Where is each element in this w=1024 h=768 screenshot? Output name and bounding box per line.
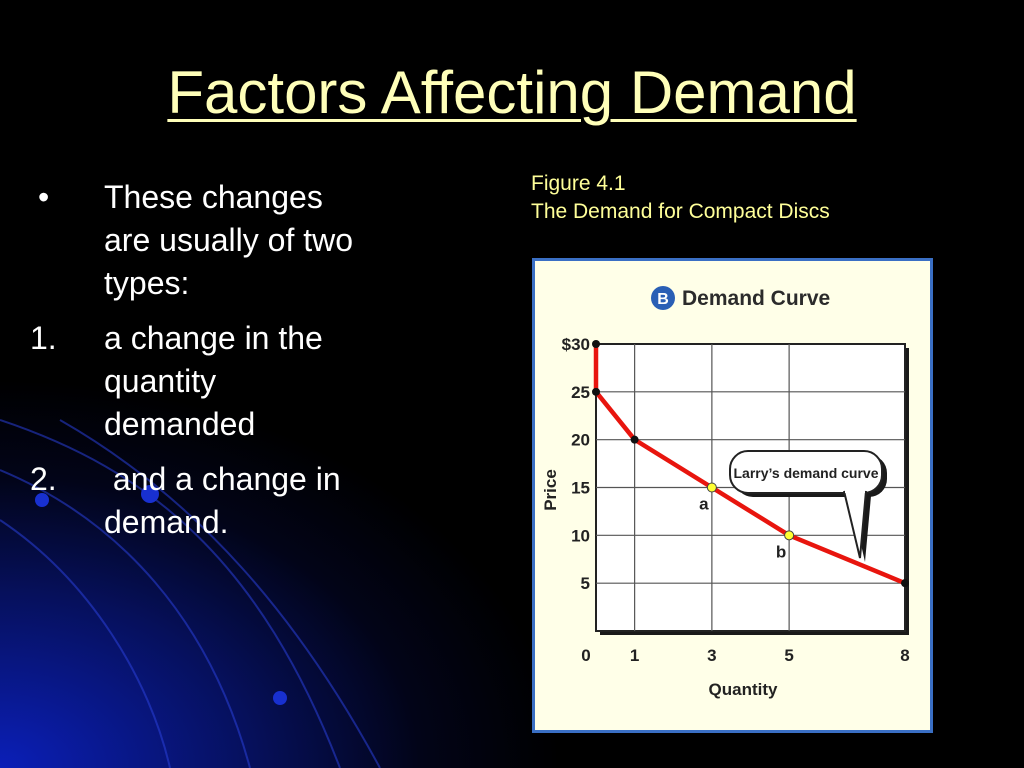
figure-number: Figure 4.1: [531, 172, 626, 195]
bullet-item: • These changes are usually of two types…: [30, 176, 370, 305]
slide-title: Factors Affecting Demand: [167, 59, 857, 126]
badge-circle: [651, 286, 675, 310]
numbered-item: 1. a change in the quantity demanded: [30, 317, 370, 446]
demand-curve-group: ab: [592, 340, 909, 588]
badge-letter: B: [657, 291, 669, 308]
y-tick-label: 10: [571, 526, 590, 545]
bullet-list: • These changes are usually of two types…: [30, 176, 370, 556]
x-tick-label: 0: [581, 646, 590, 665]
tick-labels: 0 1 3 5 8 $30 25 20 15 10 5: [562, 335, 910, 665]
curve-point: [592, 340, 600, 348]
number-marker: 1.: [30, 320, 57, 356]
y-tick-label: $30: [562, 335, 590, 354]
curve-point-highlight: [784, 530, 795, 541]
numbered-text: a change in the quantity demanded: [104, 320, 323, 442]
chart-panel: B Demand Curve 0 1 3 5 8 $30 25 20 15 10 5 Price Q…: [532, 258, 933, 733]
chart-title: Demand Curve: [682, 287, 830, 310]
curve-point-highlight: [706, 482, 717, 493]
x-tick-label: 8: [900, 646, 909, 665]
y-tick-label: 20: [571, 431, 590, 450]
callout-pointer-join: [845, 487, 865, 493]
number-marker: 2.: [30, 461, 57, 497]
curve-point: [630, 435, 639, 444]
callout-pointer: [843, 490, 867, 559]
y-tick-label: 25: [571, 383, 590, 402]
curve-point: [592, 387, 600, 396]
y-tick-label: 5: [581, 574, 590, 593]
y-tick-label: 15: [571, 479, 590, 498]
x-axis-label: Quantity: [709, 680, 778, 699]
callout-text: Larry’s demand curve: [734, 465, 879, 481]
point-label: b: [776, 542, 786, 561]
demand-curve-line: [593, 341, 908, 586]
callout-bubble: [729, 450, 883, 494]
x-tick-label: 3: [707, 646, 716, 665]
x-tick-label: 1: [630, 646, 639, 665]
curve-point: [901, 579, 909, 588]
figure-caption-block: Figure 4.1 The Demand for Compact Discs: [531, 170, 830, 226]
bullet-marker: •: [38, 179, 50, 215]
point-label: a: [699, 495, 709, 514]
figure-caption: The Demand for Compact Discs: [531, 200, 830, 223]
numbered-text: and a change in demand.: [104, 461, 350, 540]
bullet-text: These changes are usually of two types:: [104, 179, 354, 301]
y-axis-label: Price: [541, 469, 560, 511]
annotation-group: Larry’s demand curve: [729, 450, 887, 562]
numbered-item: 2. and a change in demand.: [30, 458, 370, 544]
demand-chart: B Demand Curve 0 1 3 5 8 $30 25 20 15 10 5 Price Q…: [532, 258, 933, 733]
x-tick-label: 5: [784, 646, 793, 665]
